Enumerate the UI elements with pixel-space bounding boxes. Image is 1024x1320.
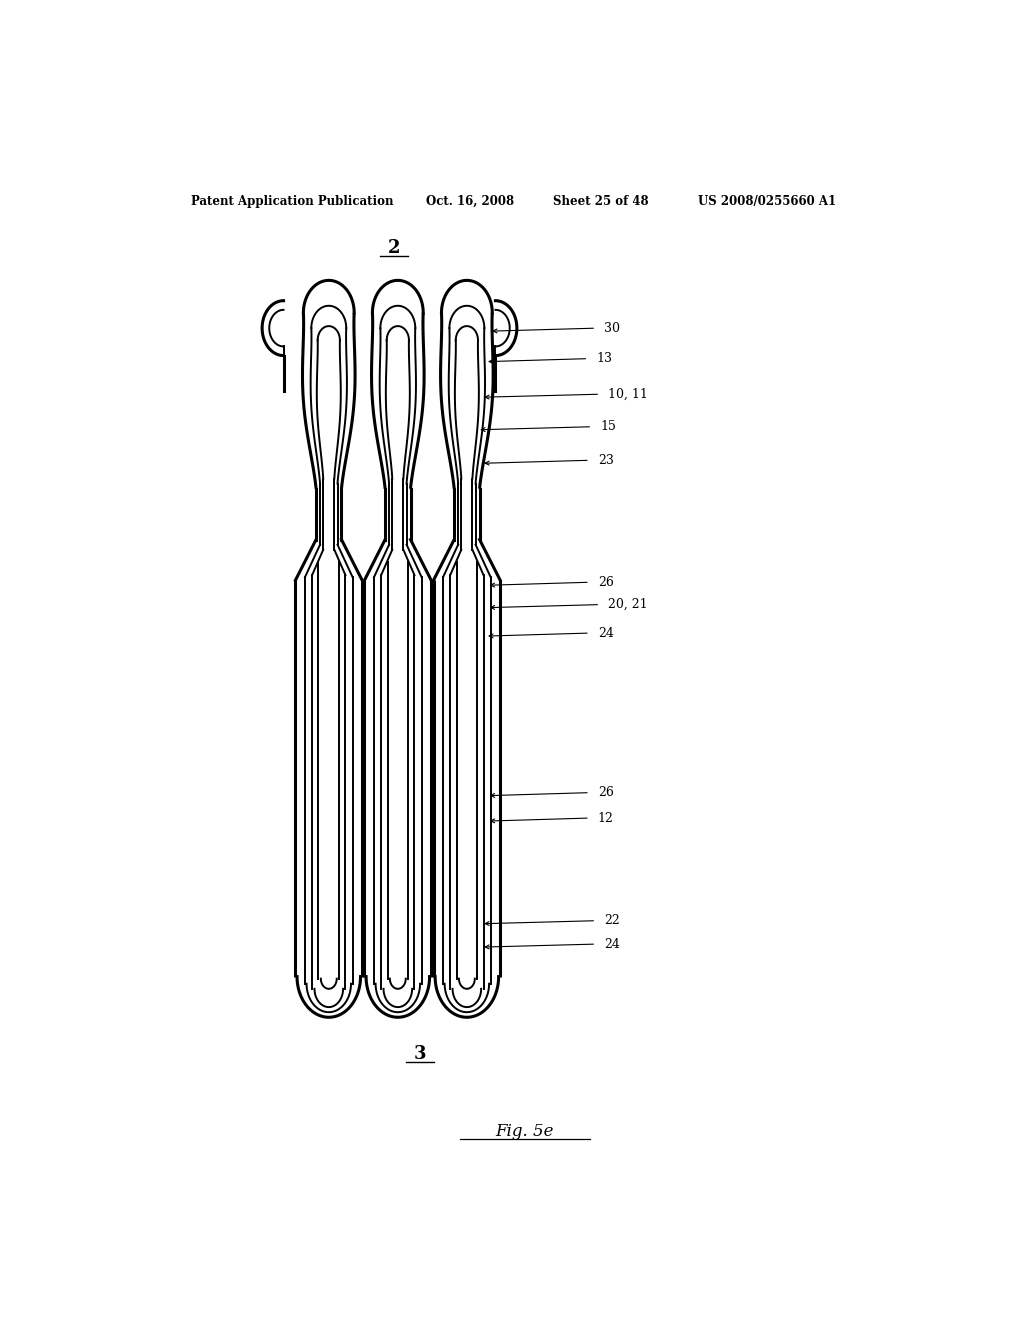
Text: 2: 2 (388, 239, 400, 257)
Text: 3: 3 (414, 1045, 426, 1063)
Text: 26: 26 (598, 787, 613, 799)
Text: 10, 11: 10, 11 (608, 388, 648, 401)
Text: Sheet 25 of 48: Sheet 25 of 48 (553, 194, 649, 207)
Text: 23: 23 (598, 454, 613, 467)
Text: Oct. 16, 2008: Oct. 16, 2008 (426, 194, 514, 207)
Text: Fig. 5e: Fig. 5e (496, 1122, 554, 1139)
Text: 24: 24 (604, 937, 621, 950)
Text: 15: 15 (600, 420, 616, 433)
Text: 24: 24 (598, 627, 613, 640)
Text: US 2008/0255660 A1: US 2008/0255660 A1 (697, 194, 836, 207)
Text: 12: 12 (598, 812, 613, 825)
Text: 13: 13 (596, 352, 612, 366)
Text: Patent Application Publication: Patent Application Publication (191, 194, 394, 207)
Text: 30: 30 (604, 322, 621, 335)
Text: 26: 26 (598, 576, 613, 589)
Text: 22: 22 (604, 915, 620, 927)
Text: 20, 21: 20, 21 (608, 598, 648, 611)
